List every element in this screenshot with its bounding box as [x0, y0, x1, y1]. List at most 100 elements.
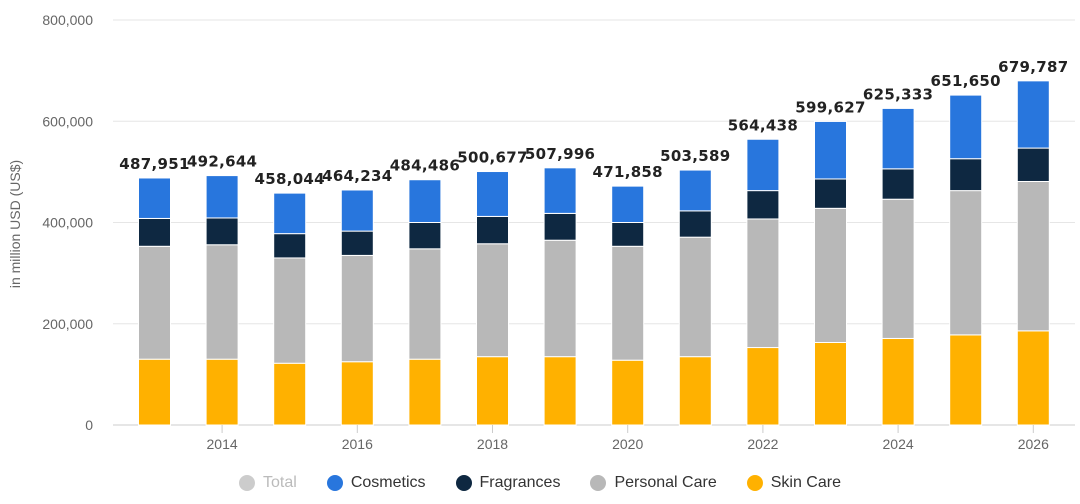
y-tick-label: 800,000: [42, 12, 93, 28]
bar-cosmetics-2015[interactable]: [273, 192, 307, 235]
bar-skin-care-2016[interactable]: [340, 361, 374, 426]
total-label-2017: 484,486: [390, 157, 460, 175]
legend-label: Total: [263, 474, 297, 491]
bar-cosmetics-2024[interactable]: [881, 107, 915, 170]
legend-item-personal-care[interactable]: Personal Care: [590, 474, 717, 492]
legend-item-total[interactable]: Total: [239, 474, 297, 492]
x-tick-label: 2014: [207, 436, 238, 452]
bar-skin-care-2019[interactable]: [543, 356, 577, 426]
bar-skin-care-2013[interactable]: [138, 358, 171, 426]
bar-fragrances-2017[interactable]: [408, 222, 442, 250]
bar-personal-care-2021[interactable]: [678, 236, 712, 358]
y-tick-label: 200,000: [42, 316, 93, 332]
x-tick-label: 2016: [342, 436, 373, 452]
bar-fragrances-2024[interactable]: [881, 168, 915, 200]
total-label-2020: 471,858: [592, 163, 662, 181]
bar-personal-care-2022[interactable]: [746, 218, 780, 349]
bar-personal-care-2024[interactable]: [881, 198, 915, 339]
x-tick-label: 2026: [1018, 436, 1049, 452]
bar-fragrances-2013[interactable]: [138, 217, 171, 247]
total-label-2026: 679,787: [998, 58, 1068, 76]
bar-fragrances-2025[interactable]: [949, 158, 983, 192]
legend-dot-icon: [326, 475, 343, 491]
bar-cosmetics-2025[interactable]: [949, 94, 983, 160]
bar-skin-care-2020[interactable]: [611, 359, 645, 426]
bar-personal-care-2017[interactable]: [408, 248, 442, 360]
bar-cosmetics-2023[interactable]: [814, 120, 847, 180]
legend-label: Skin Care: [770, 474, 841, 491]
x-tick-label: 2018: [477, 436, 508, 452]
bar-cosmetics-2022[interactable]: [746, 138, 780, 192]
bar-fragrances-2026[interactable]: [1016, 147, 1050, 182]
legend-item-fragrances[interactable]: Fragrances: [455, 474, 561, 492]
bar-cosmetics-2014[interactable]: [205, 175, 239, 219]
bar-cosmetics-2013[interactable]: [138, 177, 171, 219]
bar-personal-care-2026[interactable]: [1016, 180, 1050, 332]
bar-personal-care-2025[interactable]: [949, 190, 983, 336]
bar-fragrances-2018[interactable]: [476, 215, 509, 245]
x-tick-label: 2020: [612, 436, 643, 452]
y-tick-label: 0: [85, 417, 93, 433]
bar-cosmetics-2020[interactable]: [611, 185, 645, 223]
bar-skin-care-2026[interactable]: [1016, 330, 1050, 426]
bar-personal-care-2020[interactable]: [611, 245, 645, 361]
x-axis-ticks: 2014 2016 2018 2020 2022 2024 2026: [207, 425, 1049, 452]
bar-skin-care-2025[interactable]: [949, 334, 983, 426]
bar-fragrances-2019[interactable]: [543, 212, 577, 241]
bar-skin-care-2015[interactable]: [273, 362, 307, 426]
bar-personal-care-2018[interactable]: [476, 243, 509, 358]
bar-skin-care-2018[interactable]: [476, 356, 509, 426]
total-label-2021: 503,589: [660, 147, 730, 165]
total-label-2025: 651,650: [930, 72, 1000, 90]
legend-item-skin-care[interactable]: Skin Care: [746, 474, 841, 492]
bar-personal-care-2019[interactable]: [543, 239, 577, 358]
bars: [138, 80, 1050, 426]
legend-dot-icon: [455, 475, 472, 491]
bar-fragrances-2022[interactable]: [746, 190, 780, 220]
bar-cosmetics-2021[interactable]: [678, 169, 712, 212]
total-label-2019: 507,996: [525, 145, 595, 163]
total-labels: 487,951492,644458,044464,234484,486500,6…: [119, 58, 1068, 188]
total-label-2023: 599,627: [795, 98, 865, 116]
bar-skin-care-2023[interactable]: [814, 341, 847, 426]
total-label-2014: 492,644: [187, 153, 257, 171]
bar-fragrances-2020[interactable]: [611, 222, 645, 247]
bar-personal-care-2014[interactable]: [205, 244, 239, 360]
bar-fragrances-2014[interactable]: [205, 217, 239, 246]
total-label-2018: 500,677: [457, 149, 527, 167]
bar-cosmetics-2026[interactable]: [1016, 80, 1050, 149]
legend-label: Fragrances: [479, 474, 561, 491]
x-tick-label: 2022: [747, 436, 778, 452]
legend-label: Personal Care: [614, 474, 717, 491]
bar-cosmetics-2019[interactable]: [543, 167, 577, 214]
bar-personal-care-2013[interactable]: [138, 245, 171, 360]
legend-dot-icon: [746, 475, 763, 491]
legend-dot-icon: [239, 475, 256, 491]
bar-skin-care-2021[interactable]: [678, 356, 712, 426]
y-tick-label: 400,000: [42, 215, 93, 231]
bar-skin-care-2017[interactable]: [408, 358, 442, 426]
bar-fragrances-2016[interactable]: [340, 230, 374, 256]
total-label-2016: 464,234: [322, 167, 392, 185]
bar-cosmetics-2016[interactable]: [340, 189, 374, 232]
bar-cosmetics-2018[interactable]: [476, 171, 509, 217]
bar-fragrances-2021[interactable]: [678, 210, 712, 238]
bar-skin-care-2014[interactable]: [205, 358, 239, 426]
bar-personal-care-2015[interactable]: [273, 257, 307, 364]
bar-skin-care-2024[interactable]: [881, 337, 915, 426]
bar-skin-care-2022[interactable]: [746, 347, 780, 426]
total-label-2022: 564,438: [728, 116, 798, 134]
total-label-2013: 487,951: [119, 155, 189, 173]
legend-dot-icon: [590, 475, 607, 491]
bar-fragrances-2015[interactable]: [273, 233, 307, 259]
bar-personal-care-2023[interactable]: [814, 207, 847, 343]
total-label-2024: 625,333: [863, 85, 933, 103]
y-axis-ticks: 0 200,000 400,000 600,000 800,000: [42, 12, 93, 433]
legend: Total Cosmetics Fragrances Personal Care Ski…: [0, 474, 1080, 492]
bar-personal-care-2016[interactable]: [340, 254, 374, 363]
bar-cosmetics-2017[interactable]: [408, 179, 442, 223]
y-axis-label: in million USD (US$): [7, 160, 23, 288]
legend-item-cosmetics[interactable]: Cosmetics: [326, 474, 426, 492]
bar-fragrances-2023[interactable]: [814, 178, 847, 209]
legend-label: Cosmetics: [350, 474, 426, 491]
